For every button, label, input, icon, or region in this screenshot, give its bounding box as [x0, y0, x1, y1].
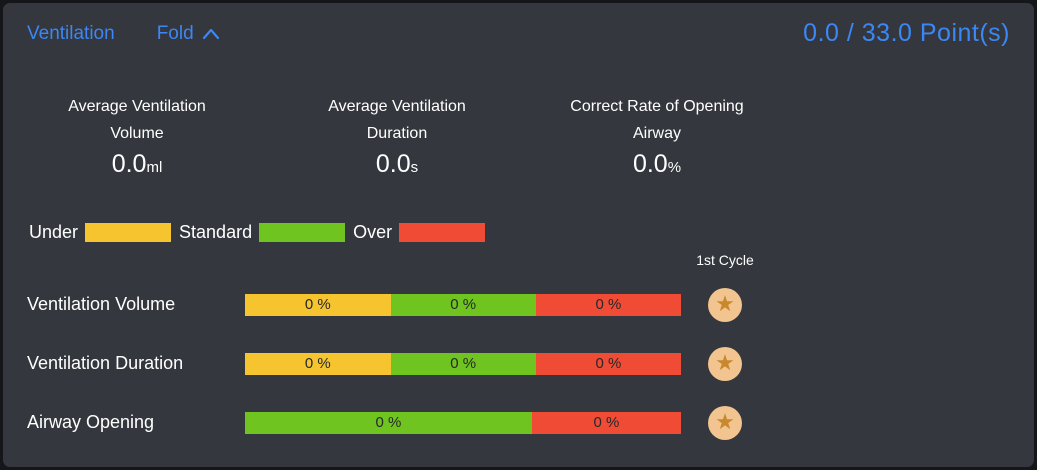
bar-segment-over: 0 %: [535, 293, 681, 316]
stat-unit: s: [410, 159, 419, 176]
stat-average-ventilation-duration: Average Ventilation Duration 0.0s: [267, 93, 527, 183]
bar-segment-standard: 0 %: [245, 411, 532, 434]
row-ventilation-duration: Ventilation Duration 0 % 0 % 0 % ★: [27, 334, 1010, 393]
stacked-bar-airway-opening: 0 % 0 %: [245, 411, 681, 434]
legend-label-over: Over: [353, 222, 393, 242]
stacked-bar-ventilation-volume: 0 % 0 % 0 %: [245, 293, 681, 316]
stat-label: Airway: [632, 125, 681, 142]
bar-segment-standard: 0 %: [390, 352, 536, 375]
stat-value: 0.0ml: [111, 150, 163, 178]
stat-label: Average Ventilation: [328, 98, 466, 115]
row-ventilation-volume: Ventilation Volume 0 % 0 % 0 % ★: [27, 275, 1010, 334]
star-icon: ★: [715, 290, 735, 316]
bar-segment-under: 0 %: [245, 293, 391, 316]
row-label: Ventilation Volume: [27, 294, 176, 314]
legend-swatch-over: [399, 223, 486, 242]
legend: Under Standard Over: [29, 222, 493, 243]
cycle-star-badge: ★: [708, 405, 742, 440]
legend-label-under: Under: [29, 222, 79, 242]
row-label: Ventilation Duration: [27, 353, 184, 373]
chevron-up-icon: [202, 28, 219, 39]
cycle-star-badge: ★: [708, 346, 742, 381]
panel-header: Ventilation Fold 0.0 / 33.0 Point(s): [27, 19, 1010, 48]
fold-label: Fold: [156, 22, 194, 44]
stat-label: Average Ventilation: [68, 98, 206, 115]
row-label: Airway Opening: [27, 412, 155, 432]
stat-average-ventilation-volume: Average Ventilation Volume 0.0ml: [7, 93, 267, 183]
stacked-bar-ventilation-duration: 0 % 0 % 0 %: [245, 352, 681, 375]
row-airway-opening: Airway Opening 0 % 0 % ★: [27, 393, 1010, 452]
legend-swatch-under: [85, 223, 172, 242]
cycle-column-header: 1st Cycle: [696, 252, 754, 268]
bar-segment-over: 0 %: [531, 411, 681, 434]
star-icon: ★: [715, 349, 735, 375]
legend-label-standard: Standard: [179, 222, 253, 242]
stat-label: Correct Rate of Opening: [570, 98, 744, 115]
cycle-star-badge: ★: [708, 287, 742, 322]
fold-toggle[interactable]: Fold: [157, 23, 220, 45]
stat-correct-rate-opening-airway: Correct Rate of Opening Airway 0.0%: [527, 93, 787, 183]
stat-label: Volume: [110, 125, 164, 142]
star-icon: ★: [715, 408, 735, 434]
stat-value: 0.0%: [632, 150, 682, 178]
panel-title: Ventilation: [27, 22, 115, 44]
stat-unit: %: [667, 159, 682, 176]
stat-unit: ml: [146, 159, 163, 176]
bar-segment-standard: 0 %: [390, 293, 536, 316]
legend-swatch-standard: [259, 223, 346, 242]
stats-row: Average Ventilation Volume 0.0ml Average…: [7, 93, 787, 183]
score-display: 0.0 / 33.0 Point(s): [803, 19, 1010, 47]
stat-value: 0.0s: [375, 150, 419, 178]
metric-rows: Ventilation Volume 0 % 0 % 0 % ★ Ventilati…: [27, 275, 1010, 452]
bar-segment-under: 0 %: [245, 352, 391, 375]
bar-segment-over: 0 %: [535, 352, 681, 375]
stat-label: Duration: [366, 125, 428, 142]
